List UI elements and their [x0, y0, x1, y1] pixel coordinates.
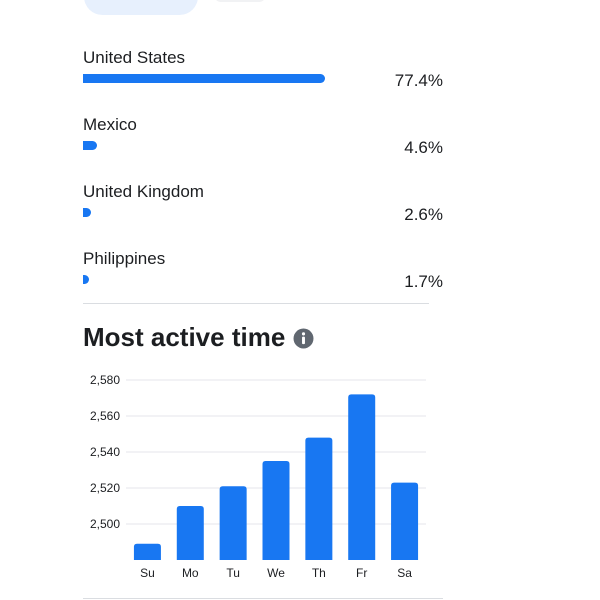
country-bar: [83, 74, 326, 83]
country-row: Mexico 4.6%: [83, 115, 443, 175]
y-tick-label: 2,560: [90, 409, 120, 423]
country-row: United Kingdom 2.6%: [83, 182, 443, 242]
country-row: Philippines 1.7%: [83, 249, 443, 309]
y-tick-label: 2,580: [90, 373, 120, 387]
country-name: United Kingdom: [83, 182, 204, 201]
country-bar: [83, 141, 98, 150]
chart-bar: [348, 394, 376, 560]
section-divider: [83, 303, 429, 304]
chart-bar: [262, 461, 290, 560]
section-title: Most active time: [83, 322, 286, 352]
chart-bar: [219, 486, 247, 560]
info-icon[interactable]: [293, 328, 314, 349]
chart-bar: [133, 543, 161, 560]
country-bar: [83, 208, 92, 217]
country-percent: 1.7%: [404, 272, 443, 291]
country-name: Mexico: [83, 115, 137, 134]
x-tick-label: Fr: [356, 566, 367, 580]
x-tick-label: Th: [312, 566, 326, 580]
country-row: United States 77.4%: [83, 48, 443, 108]
country-percent: 4.6%: [404, 138, 443, 157]
tab-top-cities[interactable]: [84, 0, 198, 15]
country-bar: [83, 275, 89, 284]
y-tick-label: 2,500: [90, 517, 120, 531]
country-percent: 2.6%: [404, 205, 443, 224]
chart-bar: [176, 506, 204, 560]
x-tick-label: We: [267, 566, 285, 580]
x-tick-label: Tu: [226, 566, 240, 580]
y-tick-label: 2,520: [90, 481, 120, 495]
chart-bar: [305, 437, 333, 560]
x-tick-label: Sa: [397, 566, 412, 580]
most-active-chart: 2,500 2,520 2,540 2,560 2,580 Su Mo Tu We Th Fr Sa: [90, 373, 426, 580]
x-tick-label: Su: [140, 566, 155, 580]
country-name: Philippines: [83, 249, 166, 268]
tab-cities[interactable]: [214, 0, 266, 2]
country-percent: 77.4%: [394, 71, 443, 90]
country-name: United States: [83, 48, 186, 67]
bottom-divider: [83, 598, 443, 599]
x-tick-label: Mo: [182, 566, 199, 580]
chart-bar: [391, 482, 419, 560]
y-tick-label: 2,540: [90, 445, 120, 459]
